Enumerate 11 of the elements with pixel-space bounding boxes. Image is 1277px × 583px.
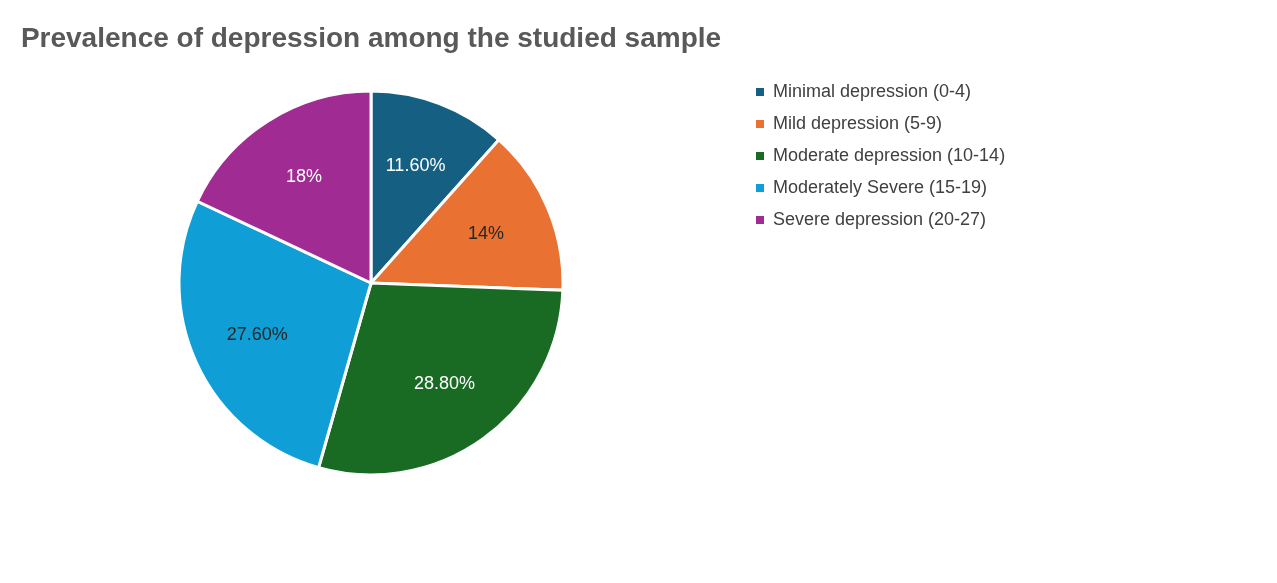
data-label: 18% xyxy=(286,166,323,187)
data-label: 11.60% xyxy=(385,155,446,176)
data-label: 27.60% xyxy=(226,323,288,344)
legend-label: Severe depression (20-27) xyxy=(773,209,987,229)
data-label: 14% xyxy=(468,223,505,244)
legend-label: Moderate depression (10-14) xyxy=(773,145,1006,165)
data-label: 28.80% xyxy=(413,373,475,394)
legend-label: Minimal depression (0-4) xyxy=(773,81,972,101)
legend-label: Mild depression (5-9) xyxy=(773,113,943,133)
chart-title: Prevalence of depression among the studied sample xyxy=(20,22,722,53)
legend-label: Moderately Severe (15-19) xyxy=(773,177,988,197)
